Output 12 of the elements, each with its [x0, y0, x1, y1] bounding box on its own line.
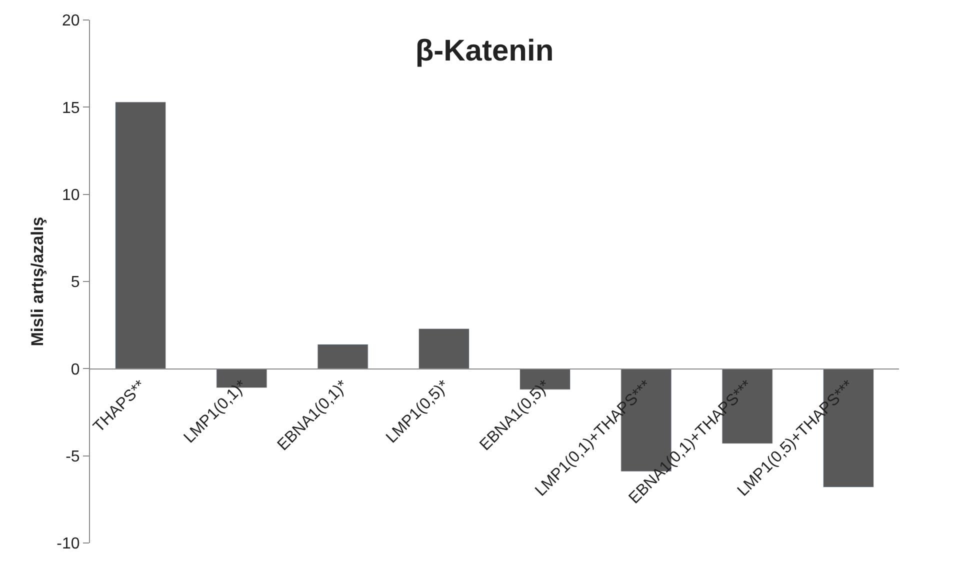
y-tick-label: 0 [70, 361, 80, 378]
y-axis-title: Misli artış/azalış [28, 216, 48, 346]
y-tick-label: 5 [70, 274, 80, 292]
y-tick-label: -5 [66, 448, 80, 466]
y-tick-label: -10 [56, 536, 80, 553]
bar [115, 102, 166, 369]
bar [418, 328, 470, 369]
bar [317, 344, 368, 369]
y-tick-label: 10 [62, 186, 80, 204]
y-tick-label: 20 [62, 12, 80, 30]
y-tick-label: 15 [62, 100, 80, 117]
text: β-Katenin [415, 34, 554, 68]
